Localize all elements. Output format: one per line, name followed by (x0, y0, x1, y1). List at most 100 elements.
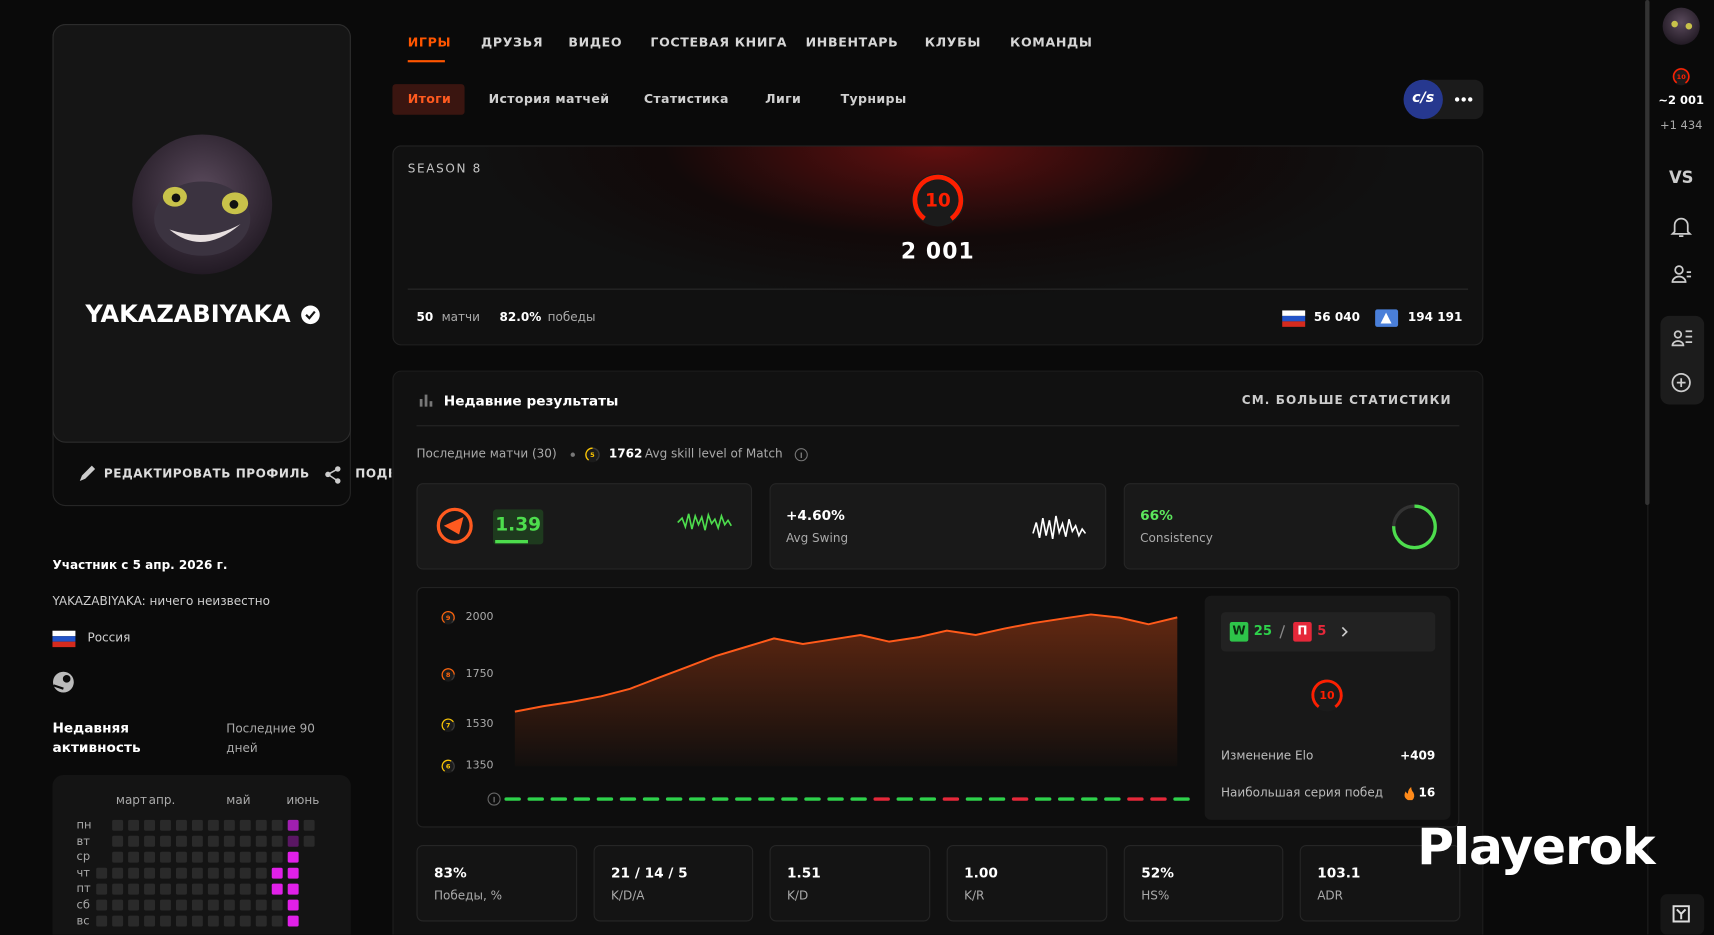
info-icon[interactable] (487, 792, 501, 806)
tick-level-arc (441, 610, 455, 625)
wins-badge: W (1232, 623, 1246, 639)
activity-cell (96, 883, 108, 895)
watermark: Playerok (1417, 817, 1655, 877)
activity-cell (207, 883, 219, 895)
summary-level-number: 10 (1319, 689, 1335, 702)
activity-day: пт (76, 882, 91, 896)
season-level-bg (911, 173, 965, 227)
tick-level-bg (441, 610, 456, 625)
stat-value: 1.51 (787, 864, 821, 881)
bell-icon[interactable] (1670, 217, 1693, 237)
elo-change: +409 (1400, 748, 1436, 763)
consistency-card (1123, 483, 1460, 570)
activity-cell (255, 915, 267, 927)
recent-divider (416, 425, 1460, 427)
activity-cell (207, 819, 219, 831)
nav-tab[interactable]: ИНВЕНТАРЬ (805, 34, 899, 50)
activity-cell (287, 835, 299, 847)
info-icon[interactable] (794, 448, 808, 462)
nav-tab[interactable]: ГОСТЕВАЯ КНИГА (650, 34, 788, 50)
activity-cell (223, 915, 235, 927)
more-stats[interactable]: СМ. БОЛЬШЕ СТАТИСТИКИ (1241, 393, 1452, 408)
y-tick-label: 1530 (465, 718, 494, 731)
season-divider (407, 288, 1469, 290)
y-tick-label: 1750 (465, 668, 494, 681)
nav-tab[interactable]: ДРУЗЬЯ (480, 34, 544, 50)
stat-label: K/D/A (611, 888, 645, 903)
streak: 16 (1418, 785, 1436, 800)
activity-cell (287, 819, 299, 831)
activity-cell (191, 915, 203, 927)
subtab[interactable]: Турниры (840, 91, 907, 107)
y-tick-label: 1350 (465, 759, 494, 773)
tick-level-number: 6 (446, 763, 451, 771)
activity-title: Недавняя активность (52, 719, 141, 756)
elo-area (514, 614, 1178, 767)
member-since: Участник с 5 апр. 2026 г. (52, 558, 228, 573)
activity-cell (128, 915, 140, 927)
sidebar-delta: +1 434 (1659, 119, 1703, 133)
sidebar-elo: ~2 001 (1658, 93, 1704, 108)
sidebar-vs[interactable]: VS (1668, 167, 1694, 188)
activity-cell (96, 867, 108, 879)
tick-level-arc (441, 718, 455, 732)
tick-level-bg (441, 759, 456, 774)
subtab[interactable]: Статистика (643, 91, 729, 107)
game-logo[interactable] (1403, 79, 1443, 120)
nav-tab[interactable]: ИГРЫ (407, 34, 452, 50)
stat-card (1299, 844, 1461, 922)
rating-bar (495, 539, 528, 544)
nav-tab[interactable]: ВИДЕО (568, 34, 623, 50)
subtab[interactable]: Лиги (765, 91, 802, 107)
activity-cell (191, 819, 203, 831)
scrollbar[interactable] (1645, 0, 1650, 506)
activity-cell (112, 835, 124, 847)
nav-tab[interactable]: КЛУБЫ (924, 34, 982, 50)
activity-cell (191, 851, 203, 863)
season-title: SEASON 8 (407, 161, 482, 176)
elo-line (514, 613, 1178, 713)
sidebar-level-number: 10 (1677, 73, 1687, 81)
activity-cell (112, 915, 124, 927)
activity-cell (160, 915, 171, 927)
share-profile[interactable]: ПОДЕЛИТЬСЯ (355, 467, 391, 481)
sidebar-level-arc (1672, 68, 1690, 85)
sidebar-bottom-button[interactable] (1660, 894, 1705, 935)
sidebar-avatar[interactable] (1662, 7, 1700, 45)
nav-tab[interactable]: КОМАНДЫ (1010, 34, 1093, 50)
party-icon[interactable] (1671, 330, 1693, 347)
activity-cell (239, 915, 251, 927)
activity-cell (96, 915, 108, 927)
subtab[interactable]: Итоги (407, 91, 452, 107)
chevron[interactable] (1341, 626, 1348, 637)
summary-row[interactable] (1221, 612, 1436, 652)
tick-level-arc (441, 668, 455, 682)
activity-cell (303, 819, 315, 831)
activity-cell (207, 899, 219, 911)
subtab[interactable]: История матчей (488, 91, 610, 107)
activity-cell (271, 883, 283, 895)
stat-label: ADR (1317, 888, 1344, 903)
activity-cell (255, 835, 267, 847)
rating-sparkline (677, 511, 732, 531)
steam-icon (53, 671, 74, 693)
activity-cell (160, 819, 171, 831)
edit-profile[interactable]: РЕДАКТИРОВАТЬ ПРОФИЛЬ (103, 466, 310, 481)
country: Россия (87, 630, 131, 645)
game-logo-text[interactable]: c/s (1412, 90, 1435, 107)
app-logo-icon[interactable] (1672, 905, 1690, 923)
activity-cell (144, 883, 156, 895)
more-dots[interactable] (1454, 97, 1473, 102)
activity-cell (128, 835, 140, 847)
activity-cell (175, 883, 187, 895)
last-matches: Последние матчи (30) (416, 446, 557, 461)
stat-card (593, 844, 754, 922)
activity-cell (160, 883, 171, 895)
y-tick-label: 2000 (465, 611, 494, 624)
activity-cell (239, 819, 251, 831)
stat-label: K/D (787, 888, 809, 903)
friends-icon[interactable] (1671, 265, 1692, 283)
add-icon[interactable] (1671, 372, 1691, 393)
activity-cell (239, 851, 251, 863)
losses-badge: П (1297, 623, 1308, 639)
